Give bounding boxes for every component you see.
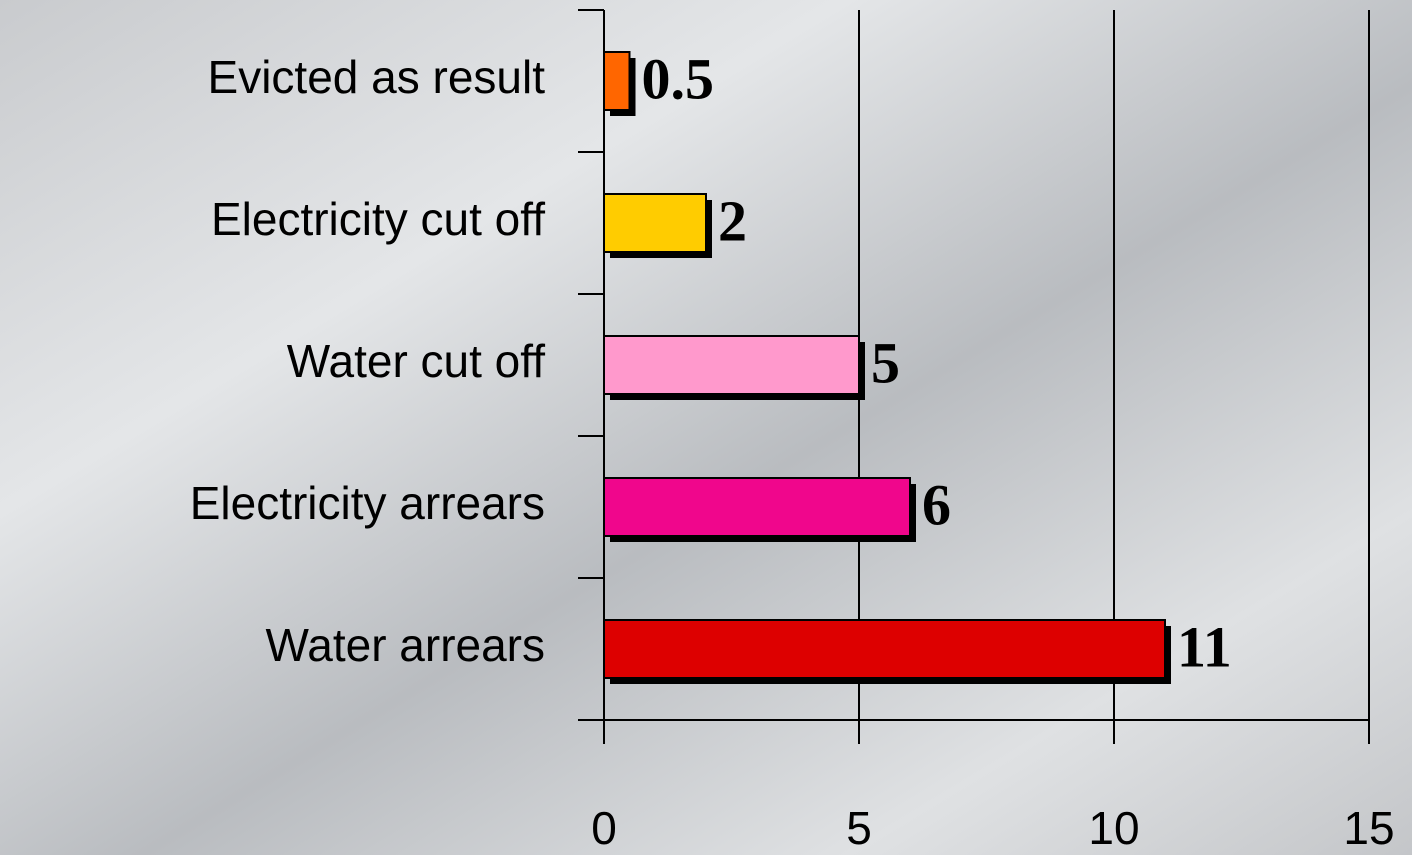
value-label: 11 [1177,614,1232,679]
value-label: 2 [718,188,747,253]
category-label: Electricity cut off [211,193,545,245]
category-label: Water arrears [266,619,545,671]
bar [603,477,911,537]
category-label: Electricity arrears [190,477,545,529]
bar [603,335,860,395]
category-label: Water cut off [287,335,545,387]
x-tick-label: 15 [1343,802,1394,854]
x-tick-label: 10 [1088,802,1139,854]
category-label: Evicted as result [208,51,546,103]
value-label: 5 [871,330,900,395]
x-tick-label: 5 [846,802,872,854]
value-label: 6 [922,472,951,537]
bar [603,193,707,253]
bar [603,51,631,111]
bar [603,619,1166,679]
value-label: 0.5 [642,46,715,111]
x-tick-label: 0 [591,802,617,854]
